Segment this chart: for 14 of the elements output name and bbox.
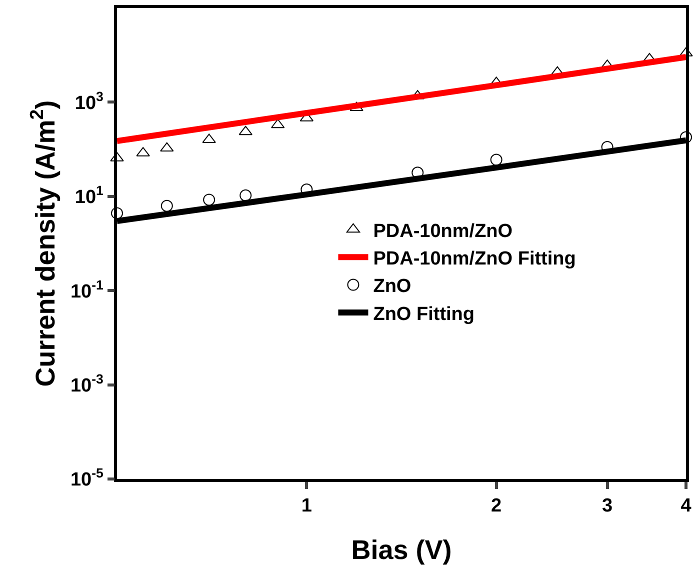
legend-label: ZnO — [373, 276, 412, 298]
x-tick-label: 4 — [680, 496, 692, 517]
x-tick-label: 3 — [602, 496, 613, 517]
y-tick-label: 10$^{3}$ — [74, 88, 104, 114]
x-tick-label: 2 — [491, 496, 502, 517]
x-axis-title: Bias (V) — [351, 534, 452, 565]
y-tick-label: 10$^{-3}$ — [70, 371, 104, 396]
y-tick-label: 10$^{1}$ — [74, 183, 104, 208]
legend-label: PDA-10nm/ZnO Fitting — [373, 248, 576, 270]
legend-label: ZnO Fitting — [373, 304, 475, 325]
x-tick-label: 1 — [301, 496, 312, 517]
y-tick-label: 10$^{-5}$ — [70, 466, 104, 491]
legend-label: PDA-10nm/ZnO — [373, 220, 513, 242]
y-tick-label: 10$^{-1}$ — [70, 277, 104, 302]
